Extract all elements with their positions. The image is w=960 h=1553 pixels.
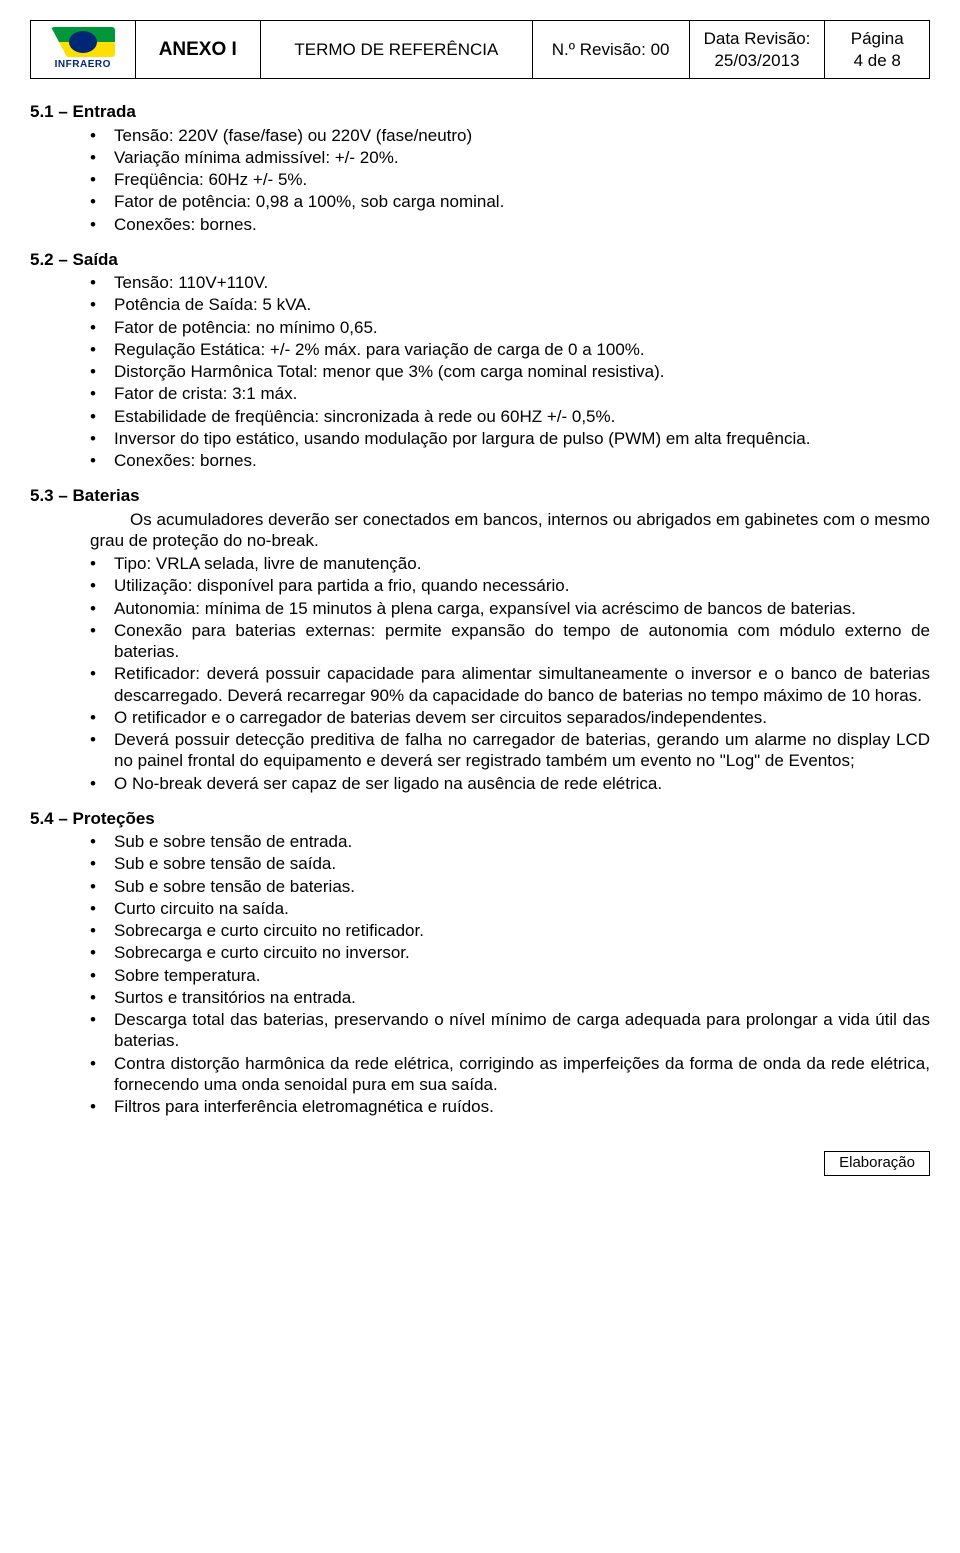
list-item: Retificador: deverá possuir capacidade p… — [30, 663, 930, 706]
anexo-cell: ANEXO I — [135, 21, 260, 79]
list-item: Contra distorção harmônica da rede elétr… — [30, 1053, 930, 1096]
logo-company-name: INFRAERO — [51, 59, 115, 72]
section-5-1-title: 5.1 – Entrada — [30, 101, 930, 122]
section-5-4-list: Sub e sobre tensão de entrada. Sub e sob… — [30, 831, 930, 1117]
list-item: Sobrecarga e curto circuito no inversor. — [30, 942, 930, 963]
list-item: Tensão: 110V+110V. — [30, 272, 930, 293]
list-item: Surtos e transitórios na entrada. — [30, 987, 930, 1008]
page-label: Página — [833, 28, 921, 49]
list-item: Deverá possuir detecção preditiva de fal… — [30, 729, 930, 772]
list-item: Autonomia: mínima de 15 minutos à plena … — [30, 598, 930, 619]
company-logo: INFRAERO — [51, 27, 115, 72]
list-item: O retificador e o carregador de baterias… — [30, 707, 930, 728]
title-cell: TERMO DE REFERÊNCIA — [260, 21, 532, 79]
list-item: Potência de Saída: 5 kVA. — [30, 294, 930, 315]
list-item: Conexão para baterias externas: permite … — [30, 620, 930, 663]
list-item: Distorção Harmônica Total: menor que 3% … — [30, 361, 930, 382]
list-item: Sobre temperatura. — [30, 965, 930, 986]
section-5-3-intro: Os acumuladores deverão ser conectados e… — [90, 509, 930, 552]
list-item: Fator de potência: no mínimo 0,65. — [30, 317, 930, 338]
date-label: Data Revisão: — [698, 28, 817, 49]
document-header: INFRAERO ANEXO I TERMO DE REFERÊNCIA N.º… — [30, 20, 930, 79]
list-item: Conexões: bornes. — [30, 450, 930, 471]
footer-elaboracao-box: Elaboração — [824, 1151, 930, 1176]
section-5-4-title: 5.4 – Proteções — [30, 808, 930, 829]
revision-cell: N.º Revisão: 00 — [532, 21, 689, 79]
date-cell: Data Revisão: 25/03/2013 — [689, 21, 825, 79]
list-item: Filtros para interferência eletromagnéti… — [30, 1096, 930, 1117]
list-item: Fator de crista: 3:1 máx. — [30, 383, 930, 404]
list-item: Curto circuito na saída. — [30, 898, 930, 919]
logo-flag-icon — [51, 27, 115, 57]
list-item: Sobrecarga e curto circuito no retificad… — [30, 920, 930, 941]
list-item: Freqüência: 60Hz +/- 5%. — [30, 169, 930, 190]
section-5-2-title: 5.2 – Saída — [30, 249, 930, 270]
date-value: 25/03/2013 — [698, 50, 817, 71]
section-5-3-list: Tipo: VRLA selada, livre de manutenção. … — [30, 553, 930, 794]
section-5-3-title: 5.3 – Baterias — [30, 485, 930, 506]
list-item: Inversor do tipo estático, usando modula… — [30, 428, 930, 449]
list-item: Tensão: 220V (fase/fase) ou 220V (fase/n… — [30, 125, 930, 146]
list-item: Sub e sobre tensão de baterias. — [30, 876, 930, 897]
list-item: O No-break deverá ser capaz de ser ligad… — [30, 773, 930, 794]
list-item: Regulação Estática: +/- 2% máx. para var… — [30, 339, 930, 360]
list-item: Tipo: VRLA selada, livre de manutenção. — [30, 553, 930, 574]
section-5-1-list: Tensão: 220V (fase/fase) ou 220V (fase/n… — [30, 125, 930, 235]
list-item: Estabilidade de freqüência: sincronizada… — [30, 406, 930, 427]
page-value: 4 de 8 — [833, 50, 921, 71]
list-item: Descarga total das baterias, preservando… — [30, 1009, 930, 1052]
page-cell: Página 4 de 8 — [825, 21, 930, 79]
list-item: Utilização: disponível para partida a fr… — [30, 575, 930, 596]
list-item: Variação mínima admissível: +/- 20%. — [30, 147, 930, 168]
list-item: Sub e sobre tensão de entrada. — [30, 831, 930, 852]
list-item: Conexões: bornes. — [30, 214, 930, 235]
section-5-2-list: Tensão: 110V+110V. Potência de Saída: 5 … — [30, 272, 930, 471]
logo-cell: INFRAERO — [31, 21, 136, 79]
list-item: Sub e sobre tensão de saída. — [30, 853, 930, 874]
list-item: Fator de potência: 0,98 a 100%, sob carg… — [30, 191, 930, 212]
